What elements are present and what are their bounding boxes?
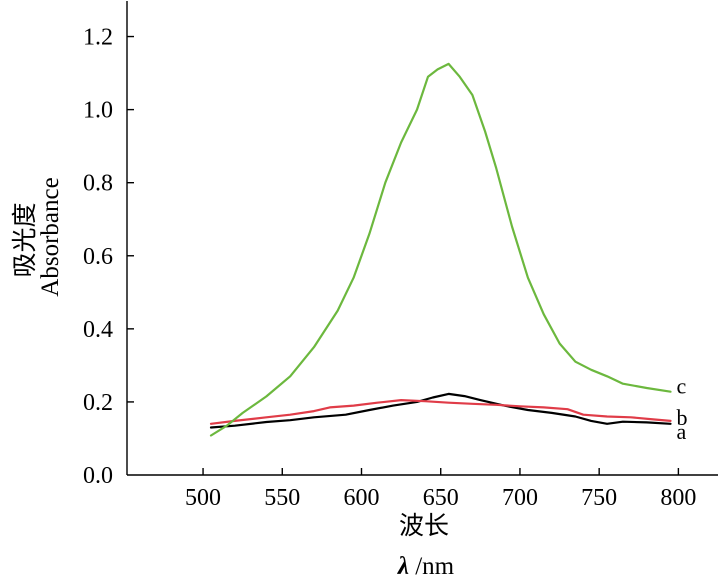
y-axis-title-cn: 吸光度 [11, 202, 39, 277]
series-label-c: c [676, 374, 686, 399]
y-tick-label: 1.2 [83, 25, 113, 51]
y-tick-label: 0.2 [83, 390, 113, 416]
series-label-a: a [676, 419, 686, 444]
series-label-b: b [676, 405, 687, 430]
x-axis-unit: /nm [409, 553, 455, 580]
y-tick-label: 0.6 [83, 244, 113, 270]
x-tick-label: 650 [423, 485, 459, 511]
x-tick-label: 550 [264, 485, 300, 511]
x-axis-lambda-symbol: λ [397, 553, 409, 580]
y-tick-label: 0.0 [83, 463, 113, 489]
y-axis-title-en: Absorbance [37, 177, 64, 296]
series-line-b [209, 399, 672, 425]
labels-layer: 吸光度 Absorbance 波长 λ /nm [11, 177, 455, 580]
y-tick-label: 1.0 [83, 98, 113, 124]
x-tick-label: 800 [660, 485, 696, 511]
axes-group: 0.0 0.2 0.4 0.6 0.8 1.0 1.2 500 550 600 650 700 750 8… [83, 1, 718, 511]
x-tick-label: 750 [581, 485, 617, 511]
y-tick-label: 0.8 [83, 171, 113, 197]
x-tick-label: 500 [185, 485, 221, 511]
y-tick-label: 0.4 [83, 317, 113, 343]
x-tick-label: 600 [343, 485, 379, 511]
x-axis-title-unit: λ /nm [397, 553, 455, 580]
series-layer: abc [209, 62, 687, 444]
x-tick-label: 700 [502, 485, 538, 511]
series-line-c [209, 62, 672, 437]
x-axis-title-cn: 波长 [399, 512, 449, 540]
series-line-a [209, 392, 672, 429]
